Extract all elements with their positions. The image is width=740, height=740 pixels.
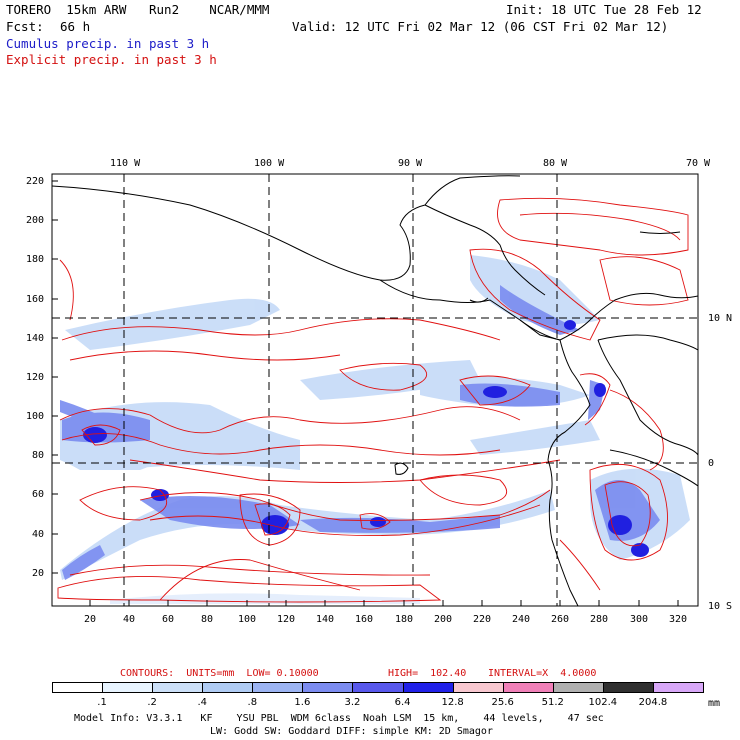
colorbar-cell [152, 682, 204, 693]
contours-info: CONTOURS: UNITS=mm LOW= 0.10000 [120, 668, 319, 679]
cumulus-precip-shading [60, 255, 690, 604]
x-tick-label: 40 [123, 614, 136, 625]
x-tick-label: 140 [316, 614, 335, 625]
colorbar-cell [652, 682, 704, 693]
x-tick-label: 60 [162, 614, 175, 625]
x-tick-label: 80 [201, 614, 214, 625]
cumulus-precip-label: Cumulus precip. in past 3 h [6, 36, 210, 51]
lat-lon-grid [52, 174, 698, 606]
colorbar-cell [452, 682, 504, 693]
colorbar-cell [202, 682, 254, 693]
model-info: Model Info: V3.3.1 KF YSU PBL WDM 6class… [74, 713, 604, 724]
x-tick-label: 260 [551, 614, 570, 625]
x-tick-label: 160 [355, 614, 374, 625]
y-tick-label: 220 [26, 176, 45, 187]
x-tick-label: 300 [630, 614, 649, 625]
colorbar-cell [402, 682, 454, 693]
colorbar-cell [102, 682, 154, 693]
y-tick-label: 160 [26, 294, 45, 305]
x-tick-label: 180 [395, 614, 414, 625]
colorbar-label: 25.6 [491, 697, 514, 708]
lat-label-0: 0 [708, 458, 715, 469]
y-tick-label: 200 [26, 215, 45, 226]
colorbar-label: 102.4 [588, 697, 618, 708]
x-tick-label: 220 [473, 614, 492, 625]
x-tick-label: 240 [512, 614, 531, 625]
axis-ticks [52, 180, 679, 606]
lon-label-90w: 90 W [398, 158, 423, 169]
colorbar-label: 1.6 [294, 697, 311, 708]
y-tick-label: 120 [26, 372, 45, 383]
init-time: Init: 18 UTC Tue 28 Feb 12 [506, 2, 702, 17]
colorbar-cell [352, 682, 404, 693]
colorbar-cell [552, 682, 604, 693]
y-tick-label: 20 [32, 568, 45, 579]
x-tick-label: 20 [84, 614, 97, 625]
contours-interval: INTERVAL=X 4.0000 [488, 668, 597, 679]
colorbar-cell [302, 682, 354, 693]
colorbar-cell [252, 682, 304, 693]
lon-label-110w: 110 W [110, 158, 141, 169]
model-title: TORERO 15km ARW Run2 NCAR/MMM [6, 2, 270, 17]
colorbar-cell [502, 682, 554, 693]
explicit-precip-label: Explicit precip. in past 3 h [6, 52, 217, 67]
colorbar-label: 204.8 [638, 697, 668, 708]
colorbar-label: 12.8 [441, 697, 464, 708]
contours-high: HIGH= 102.40 [388, 668, 467, 679]
forecast-hour-value: 66 h [60, 19, 91, 34]
lon-label-80w: 80 W [543, 158, 568, 169]
colorbar-label: 51.2 [541, 697, 564, 708]
y-tick-label: 40 [32, 529, 45, 540]
y-tick-label: 80 [32, 450, 45, 461]
colorbar-cell [52, 682, 104, 693]
x-tick-label: 120 [277, 614, 296, 625]
lon-label-70w: 70 W [686, 158, 711, 169]
x-tick-label: 100 [238, 614, 257, 625]
lon-label-100w: 100 W [254, 158, 285, 169]
lat-label-10s: 10 S [708, 601, 733, 612]
colorbar-label: .8 [247, 697, 258, 708]
y-tick-label: 140 [26, 333, 45, 344]
coastlines [52, 175, 698, 606]
x-tick-label: 280 [590, 614, 609, 625]
forecast-hour-label: Fcst: [6, 19, 44, 34]
physics-info: LW: Godd SW: Goddard DIFF: simple KM: 2D… [210, 726, 493, 737]
colorbar-label: 6.4 [394, 697, 411, 708]
colorbar-cell [602, 682, 654, 693]
map-frame [51, 173, 699, 607]
y-tick-label: 60 [32, 489, 45, 500]
colorbar-unit: mm [708, 698, 721, 709]
x-tick-label: 200 [434, 614, 453, 625]
valid-time: Valid: 12 UTC Fri 02 Mar 12 (06 CST Fri … [292, 19, 669, 34]
y-tick-label: 100 [26, 411, 45, 422]
explicit-precip-contours [57, 197, 689, 603]
colorbar-label: .1 [97, 697, 107, 708]
x-tick-label: 320 [669, 614, 688, 625]
colorbar-label: .2 [147, 697, 157, 708]
y-tick-label: 180 [26, 254, 45, 265]
colorbar-label: .4 [197, 697, 207, 708]
colorbar-label: 3.2 [344, 697, 361, 708]
lat-label-10n: 10 N [708, 313, 733, 324]
cumulus-precip-max [83, 320, 649, 557]
